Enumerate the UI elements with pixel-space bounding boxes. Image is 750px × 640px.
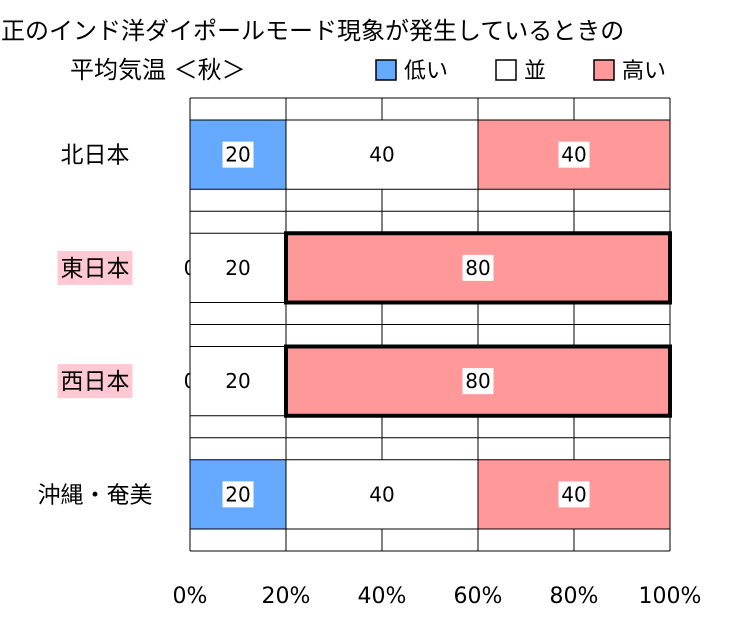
data-label: 40: [561, 143, 586, 167]
category-label: 西日本: [61, 369, 130, 395]
data-label-background: [462, 254, 494, 281]
x-tick-label: 20%: [262, 584, 311, 609]
bar-並: [285, 459, 479, 530]
data-label-background: [462, 368, 494, 395]
legend-swatch: [593, 59, 615, 81]
legend-swatch: [375, 59, 397, 81]
x-axis-ticks: 0% 20% 40% 60% 80% 100%: [173, 584, 702, 609]
legend-swatch: [495, 59, 517, 81]
chart-title-line2: 平均気温 ＜秋＞: [70, 56, 246, 84]
x-tick-label: 100%: [639, 584, 702, 609]
x-tick-label: 40%: [358, 584, 407, 609]
data-label: 20: [225, 369, 250, 393]
data-label: 20: [225, 482, 250, 506]
data-label-background: [222, 141, 254, 168]
bar-並: [189, 232, 287, 303]
legend-label: 高い: [622, 59, 666, 84]
data-label-background: [222, 481, 254, 508]
x-tick-label: 60%: [454, 584, 503, 609]
bars: 2040400208002080204040: [184, 119, 672, 530]
x-tick-label: 0%: [173, 584, 208, 609]
x-tick-label: 80%: [550, 584, 599, 609]
emphasis-outline: [284, 231, 672, 305]
legend-label: 並: [524, 59, 546, 84]
data-label: 40: [369, 143, 394, 167]
data-label-background: [558, 141, 590, 168]
bar-並: [189, 346, 287, 417]
data-label: 40: [561, 482, 586, 506]
legend: 低い 並 高い: [375, 59, 666, 84]
category-highlight: [57, 250, 133, 285]
bar-並: [285, 119, 479, 190]
data-label: 20: [225, 143, 250, 167]
data-label: 80: [465, 369, 490, 393]
data-label: 80: [465, 256, 490, 280]
emphasis-outline: [284, 344, 672, 418]
category-label: 東日本: [61, 256, 130, 282]
data-label: 20: [225, 256, 250, 280]
category-label: 沖縄・奄美: [38, 482, 153, 508]
legend-label: 低い: [404, 59, 448, 84]
category-label: 北日本: [61, 143, 130, 169]
chart-title-line1: 正のインド洋ダイポールモード現象が発生しているときの: [1, 17, 624, 45]
data-label-background: [558, 481, 590, 508]
data-label: 40: [369, 482, 394, 506]
category-highlight: [57, 364, 133, 399]
